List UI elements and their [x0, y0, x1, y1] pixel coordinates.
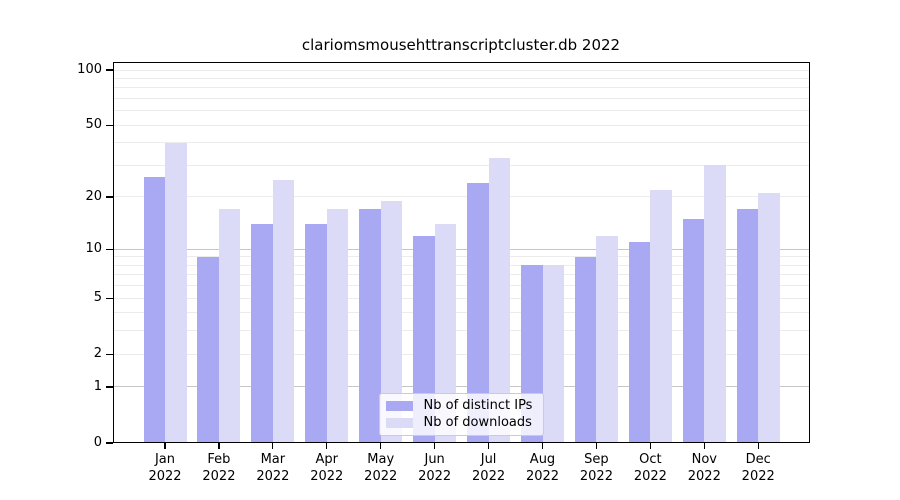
- legend-label-downloads: Nb of downloads: [423, 415, 532, 430]
- y-gridline-minor: [112, 256, 810, 258]
- bar-distinct-ips-feb: [197, 256, 219, 443]
- bar-downloads-nov: [704, 165, 726, 443]
- y-gridline-minor: [112, 124, 810, 126]
- y-gridline-minor: [112, 297, 810, 299]
- y-gridline-minor: [112, 353, 810, 355]
- y-tick-label: 2: [93, 346, 102, 362]
- bar-downloads-mar: [272, 179, 295, 443]
- x-tick-label: Jan 2022: [148, 452, 182, 484]
- bar-distinct-ips-apr: [305, 224, 327, 443]
- bar-distinct-ips-jul: [467, 182, 489, 443]
- y-axis-tick: [106, 353, 113, 355]
- bar-distinct-ips-nov: [682, 218, 705, 443]
- bar-downloads-jul: [488, 157, 511, 443]
- x-axis-tick: [649, 443, 651, 449]
- x-tick-label: Jun 2022: [418, 452, 452, 484]
- x-axis-tick: [218, 443, 220, 449]
- bar-distinct-ips-dec: [736, 209, 759, 443]
- legend-swatch-distinct-ips: [385, 401, 413, 411]
- bar-downloads-dec: [758, 193, 780, 443]
- y-gridline-minor: [112, 164, 810, 166]
- y-gridline-minor: [112, 87, 810, 89]
- legend: Nb of distinct IPs Nb of downloads: [378, 393, 544, 436]
- y-axis-tick: [106, 196, 113, 198]
- plot-area: Nb of distinct IPs Nb of downloads: [112, 62, 810, 443]
- bar-distinct-ips-may: [359, 209, 381, 443]
- y-gridline-minor: [112, 77, 810, 79]
- y-tick-label: 50: [85, 117, 102, 133]
- x-tick-label: Apr 2022: [310, 452, 344, 484]
- x-axis-tick: [595, 443, 598, 449]
- y-gridline-minor: [112, 142, 810, 144]
- legend-label-distinct-ips: Nb of distinct IPs: [423, 398, 533, 413]
- y-gridline-minor: [112, 285, 810, 287]
- x-axis-tick: [164, 443, 166, 449]
- y-gridline-major: [112, 386, 810, 388]
- bar-downloads-jan: [165, 142, 187, 443]
- y-gridline-minor: [112, 97, 810, 99]
- bar-downloads-feb: [218, 209, 241, 443]
- y-gridline-minor: [112, 69, 810, 71]
- bar-downloads-may: [380, 200, 403, 443]
- y-tick-label: 0: [93, 435, 102, 450]
- x-tick-label: Oct 2022: [633, 452, 667, 484]
- y-axis-tick: [106, 297, 113, 299]
- x-axis-tick: [272, 443, 274, 449]
- bar-distinct-ips-oct: [628, 242, 651, 443]
- bar-distinct-ips-jan: [143, 176, 165, 443]
- bar-downloads-aug: [542, 265, 564, 443]
- legend-item-distinct-ips: Nb of distinct IPs: [385, 398, 537, 414]
- y-tick-label: 10: [85, 241, 102, 257]
- x-tick-label: Feb 2022: [202, 452, 236, 484]
- y-axis-tick: [106, 124, 113, 126]
- legend-swatch-downloads: [385, 418, 413, 428]
- x-tick-label: May 2022: [364, 452, 398, 484]
- y-axis-tick: [106, 386, 113, 388]
- y-tick-label: 5: [93, 290, 102, 306]
- bar-downloads-jun: [434, 224, 457, 443]
- x-axis-tick: [380, 443, 382, 449]
- y-tick-label: 20: [85, 188, 102, 204]
- bar-distinct-ips-sep: [574, 256, 597, 443]
- x-tick-label: Dec 2022: [741, 452, 775, 484]
- y-tick-label: 1: [93, 378, 102, 394]
- y-axis-tick: [106, 248, 113, 250]
- y-gridline-minor: [112, 196, 810, 198]
- bar-distinct-ips-jun: [413, 235, 435, 443]
- y-gridline-major: [112, 248, 810, 250]
- x-tick-label: Aug 2022: [525, 452, 560, 484]
- y-axis-tick: [106, 69, 113, 71]
- y-gridline-minor: [112, 274, 810, 276]
- bar-downloads-sep: [596, 235, 618, 443]
- x-tick-label: Nov 2022: [687, 452, 721, 484]
- x-axis-tick: [487, 443, 490, 449]
- x-tick-label: Sep 2022: [579, 452, 613, 484]
- y-gridline-minor: [112, 264, 810, 266]
- x-axis-tick: [541, 443, 544, 449]
- chart-title: clariomsmousehttranscriptcluster.db 2022: [301, 36, 621, 54]
- y-tick-label: 100: [77, 62, 102, 77]
- x-axis-tick: [703, 443, 705, 449]
- legend-item-downloads: Nb of downloads: [385, 415, 537, 431]
- bar-downloads-apr: [326, 209, 349, 443]
- x-tick-label: Mar 2022: [256, 452, 290, 484]
- x-axis-tick: [757, 443, 759, 449]
- bar-downloads-oct: [650, 189, 672, 443]
- x-axis-tick: [434, 443, 436, 449]
- y-axis-tick: [106, 442, 113, 444]
- bar-distinct-ips-mar: [251, 224, 273, 443]
- x-tick-label: Jul 2022: [472, 452, 506, 484]
- x-axis-tick: [326, 443, 328, 449]
- y-gridline-minor: [112, 110, 810, 112]
- y-gridline-minor: [112, 330, 810, 332]
- y-gridline-minor: [112, 312, 810, 314]
